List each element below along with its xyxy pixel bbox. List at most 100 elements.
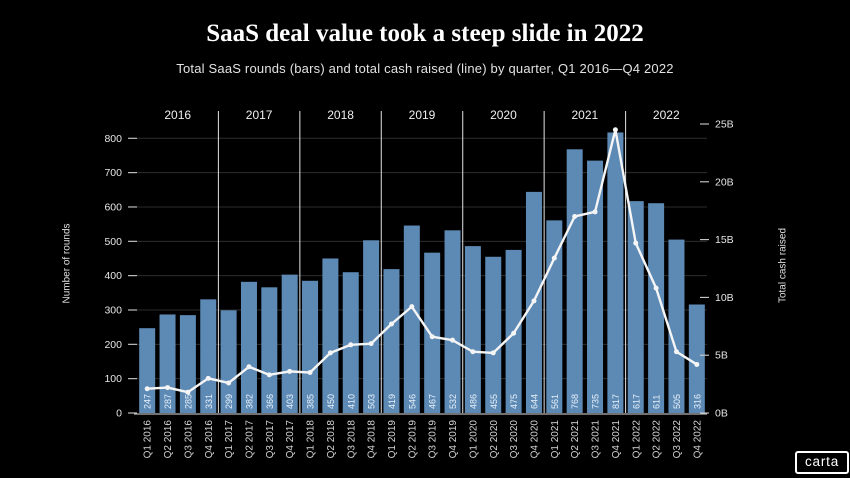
x-category-label: Q4 2020 [529,420,540,459]
line-point-marker [551,255,557,261]
line-point-marker [511,330,517,336]
bar-value-label: 817 [611,394,621,409]
line-point-marker [592,209,598,215]
bar-value-label: 385 [306,394,316,409]
bar-value-label: 285 [183,394,193,409]
line-point-marker [205,375,211,381]
year-label: 2021 [572,108,599,122]
bar-value-label: 546 [407,394,417,409]
bar [627,201,644,413]
line-point-marker [327,350,333,356]
line-point-marker [246,364,252,370]
cash-raised-line [145,128,699,394]
bar-value-label: 768 [570,394,580,409]
x-category-label: Q3 2020 [509,420,520,459]
bar [464,246,481,413]
x-category-label: Q2 2022 [652,420,663,459]
line-point-marker [165,385,171,391]
bar [261,287,278,413]
year-label: 2019 [409,108,436,122]
x-category-label: Q2 2019 [407,420,418,459]
x-category-label: Q1 2017 [224,420,235,459]
bar-value-label: 287 [163,394,173,409]
x-category-label: Q1 2019 [387,420,398,459]
line-point-marker [531,298,537,304]
x-category-label: Q2 2018 [326,420,337,459]
x-category-label: Q4 2017 [285,420,296,459]
right-tick-label: 10B [715,292,734,304]
line-point-marker [673,349,679,355]
x-category-label: Q4 2016 [204,420,215,459]
bar [322,258,339,413]
bar [688,304,705,413]
bar-value-label: 467 [428,394,438,409]
line-point-marker [348,342,354,348]
line-point-marker [694,361,700,367]
x-category-label: Q2 2020 [489,420,500,459]
line-point-marker [633,240,639,246]
year-label: 2016 [164,108,191,122]
bar-value-label: 532 [448,394,458,409]
line-point-marker [612,127,618,133]
line-point-marker [470,349,476,355]
bar-value-label: 561 [550,394,560,409]
x-category-label: Q1 2016 [143,420,154,459]
bar-value-label: 450 [326,394,336,409]
left-tick-label: 200 [104,339,122,351]
line-point-marker [388,321,394,327]
left-tick-label: 300 [104,304,122,316]
carta-logo: carta [795,451,850,474]
x-category-label: Q2 2017 [244,420,255,459]
bar-value-label: 382 [244,394,254,409]
right-axis-title: Total cash raised [777,227,789,304]
chart-subtitle: Total SaaS rounds (bars) and total cash … [176,61,674,76]
bar [566,149,583,413]
line-point-marker [307,370,313,376]
left-tick-label: 400 [104,270,122,282]
bar [200,299,217,413]
right-tick-label: 5B [715,350,728,362]
left-tick-label: 500 [104,236,122,248]
line-point-marker [144,386,150,392]
x-category-label: Q2 2021 [570,420,581,459]
x-category-label: Q3 2021 [591,420,602,459]
right-tick-label: 0B [715,408,728,420]
chart-title: SaaS deal value took a steep slide in 20… [206,20,644,47]
x-category-label: Q4 2021 [611,420,622,459]
bar [444,230,461,413]
bar [668,239,685,413]
x-category-label: Q3 2017 [265,420,276,459]
bar-value-label: 475 [509,394,519,409]
bar-value-label: 419 [387,394,397,409]
bar [607,132,624,413]
line-point-marker [409,304,415,310]
right-tick-label: 15B [715,234,734,246]
left-tick-label: 600 [104,201,122,213]
bar-value-label: 247 [143,394,153,409]
left-tick-label: 800 [104,133,122,145]
bar [383,269,400,413]
line-point-marker [450,337,456,343]
x-category-label: Q3 2016 [183,420,194,459]
x-category-label: Q1 2020 [468,420,479,459]
bar-value-label: 486 [468,394,478,409]
left-axis-title: Number of rounds [61,223,73,304]
bar-value-label: 503 [367,394,377,409]
bar-value-label: 403 [285,394,295,409]
bar [403,225,420,413]
line-point-marker [266,372,272,378]
x-category-label: Q1 2022 [631,420,642,459]
year-label: 2018 [327,108,354,122]
x-category-label: Q3 2022 [672,420,683,459]
line-point-marker [287,368,293,374]
bar-value-label: 644 [529,394,539,409]
right-tick-label: 20B [715,176,734,188]
bar-value-label: 617 [631,394,641,409]
line-point-marker [429,334,435,340]
bar-value-label: 316 [692,394,702,409]
bar-value-label: 505 [672,394,682,409]
left-tick-label: 700 [104,167,122,179]
x-category-label: Q4 2022 [692,420,703,459]
